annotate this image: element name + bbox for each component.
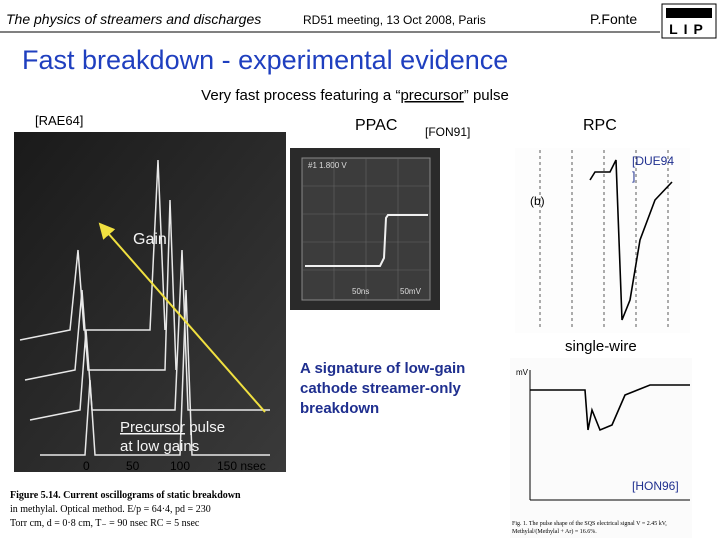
- series-title: The physics of streamers and discharges: [6, 11, 261, 27]
- traces: [19, 159, 270, 456]
- ref: [FON91]: [425, 125, 470, 139]
- rpc-text: (b): [530, 194, 545, 208]
- caption-line: Fig. 1. The pulse shape of the SQS elect…: [512, 520, 667, 527]
- subtitle-part: Very fast process featuring a “: [201, 87, 400, 104]
- logo-mark: [666, 8, 712, 18]
- single-wire-label: single-wire: [565, 338, 637, 355]
- axis-label: 150 nsec: [217, 459, 266, 473]
- axis-label: 50: [126, 459, 140, 473]
- signature: A signature of low-gain cathode streamer…: [300, 360, 465, 417]
- scope-trace: [305, 214, 428, 267]
- scope-grid: [302, 158, 430, 300]
- author: P.Fonte: [590, 11, 637, 27]
- subtitle-part: ” pulse: [464, 87, 509, 104]
- ppac-label: PPAC: [355, 117, 397, 134]
- gain-label: Gain: [133, 231, 167, 248]
- wire-trace: [530, 384, 690, 432]
- signature-line: cathode streamer-only: [300, 380, 462, 397]
- axis-label: 100: [170, 459, 190, 473]
- ref: [RAE64]: [35, 113, 83, 128]
- precursor-emphasis: Precursor: [120, 419, 185, 436]
- axis-label: 0: [83, 459, 90, 473]
- caption-line: Figure 5.14. Current oscillograms of sta…: [10, 490, 241, 501]
- logo: LIP: [669, 21, 709, 37]
- wire-caption: Fig. 1. The pulse shape of the SQS elect…: [512, 520, 667, 535]
- ref: [HON96]: [632, 479, 679, 493]
- signature-line: breakdown: [300, 400, 379, 417]
- meeting: RD51 meeting, 13 Oct 2008, Paris: [303, 13, 486, 27]
- left-axis: 0 50 100 150 nsec: [83, 459, 266, 473]
- wire-scan: [510, 358, 692, 538]
- left-caption: Figure 5.14. Current oscillograms of sta…: [10, 490, 241, 529]
- precursor-label: at low gains: [120, 438, 199, 455]
- scope-text: 50mV: [400, 287, 422, 296]
- rpc-trace: [589, 159, 673, 321]
- subtitle: Very fast process featuring a “precursor…: [201, 87, 509, 104]
- gain-arrow: [98, 222, 266, 413]
- rpc-scan: [515, 148, 690, 333]
- scope-text: #1 1.800 V: [308, 161, 347, 170]
- wire-text: mV: [516, 368, 529, 377]
- signature-line: A signature of low-gain: [300, 360, 465, 377]
- title: Fast breakdown - experimental evidence: [22, 45, 508, 75]
- ref: ]: [632, 169, 635, 183]
- scope-text: 50ns: [352, 287, 369, 296]
- caption-line: Torr cm, d = 0·8 cm, T₋ = 90 nsec RC = 5…: [10, 518, 200, 529]
- precursor-rest: pulse: [185, 419, 225, 436]
- caption-line: in methylal. Optical method. E/p = 64·4,…: [10, 504, 211, 515]
- precursor-label: Precursor pulse: [120, 419, 225, 436]
- subtitle-emphasis: precursor: [400, 87, 463, 104]
- rpc-grid: [539, 150, 669, 330]
- rpc-label: RPC: [583, 117, 617, 134]
- caption-line: Methylal/(Methylal + Ar) = 16.6%.: [512, 528, 597, 535]
- oscillogram-photo: [14, 132, 286, 472]
- ref: [DUE94: [632, 154, 674, 168]
